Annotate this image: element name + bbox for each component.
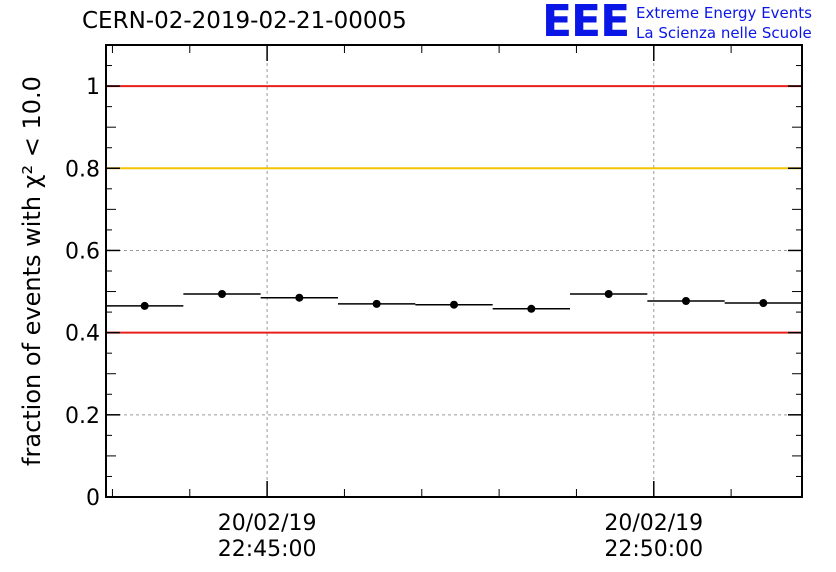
y-axis-title: fraction of events with χ² < 10.0 bbox=[18, 76, 46, 466]
data-point bbox=[527, 304, 536, 313]
logo-mark: EEE bbox=[542, 0, 630, 47]
chart-title: CERN-02-2019-02-21-00005 bbox=[82, 8, 407, 34]
data-point bbox=[759, 299, 768, 308]
y-tick-label: 0 bbox=[86, 486, 100, 511]
data-point bbox=[218, 290, 226, 299]
x-tick-label-date: 20/02/19 bbox=[604, 511, 703, 536]
logo-line-2: La Scienza nelle Scuole bbox=[636, 24, 812, 42]
x-tick-label-time: 22:45:00 bbox=[218, 537, 317, 562]
data-point bbox=[140, 301, 149, 310]
data-point bbox=[682, 296, 690, 305]
y-tick-label: 0.4 bbox=[65, 322, 100, 347]
data-point bbox=[604, 290, 613, 299]
tick-labels: 00.20.40.60.8120/02/1922:45:0020/02/1922… bbox=[65, 75, 703, 562]
axis-ticks bbox=[106, 45, 802, 498]
plot-frame bbox=[105, 44, 803, 498]
data-point bbox=[450, 300, 458, 309]
x-tick-label-time: 22:50:00 bbox=[604, 537, 703, 562]
x-tick-label-date: 20/02/19 bbox=[218, 511, 317, 536]
y-tick-label: 0.8 bbox=[65, 157, 100, 182]
reference-lines bbox=[106, 85, 802, 334]
y-tick-label: 0.6 bbox=[65, 239, 100, 264]
logo-line-1: Extreme Energy Events bbox=[636, 4, 812, 22]
data-point bbox=[295, 293, 304, 302]
data-point bbox=[372, 299, 381, 308]
data-series bbox=[106, 290, 802, 313]
y-tick-label: 1 bbox=[86, 75, 100, 100]
grid bbox=[106, 45, 802, 497]
y-tick-label: 0.2 bbox=[65, 404, 100, 429]
eee-logo: EEE Extreme Energy Events La Scienza nel… bbox=[540, 0, 830, 47]
